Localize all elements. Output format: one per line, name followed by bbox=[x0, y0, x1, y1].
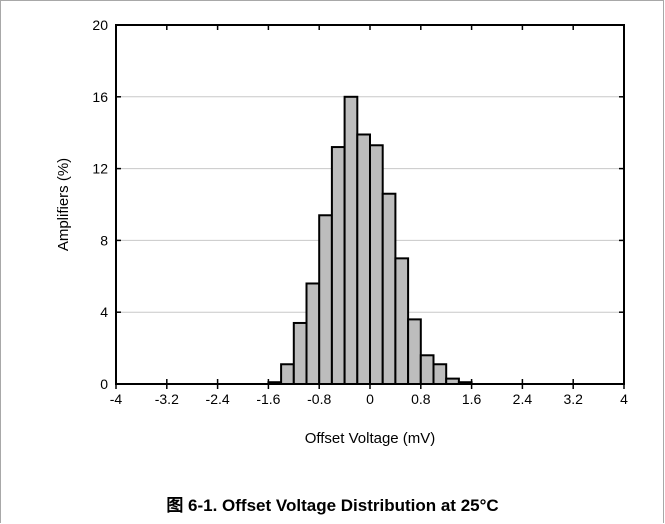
y-tick-label-3: 12 bbox=[92, 161, 108, 177]
ticks-layer bbox=[115, 24, 625, 389]
x-tick-label-3: -1.6 bbox=[256, 391, 280, 407]
y-axis-title: Amplifiers (%) bbox=[55, 158, 72, 251]
histogram-bar-11 bbox=[407, 318, 422, 386]
x-tick-label-6: 0.8 bbox=[411, 391, 431, 407]
y-tick-label-5: 20 bbox=[92, 17, 108, 33]
x-tick-label-1: -3.2 bbox=[155, 391, 179, 407]
y-tick-label-0: 0 bbox=[100, 376, 108, 392]
y-tick-label-4: 16 bbox=[92, 89, 108, 105]
x-tick-label-2: -2.4 bbox=[206, 391, 230, 407]
y-tick-label-1: 4 bbox=[100, 304, 108, 320]
figure-caption: 图 6-1. Offset Voltage Distribution at 25… bbox=[166, 496, 499, 515]
x-tick-label-8: 2.4 bbox=[513, 391, 533, 407]
histogram-chart: -4 -3.2 -2.4 -1.6 -0.8 0 0.8 1.6 2.4 3.2 4 0 4 8 12 16 2… bbox=[55, 17, 628, 447]
x-axis-title: Offset Voltage (mV) bbox=[305, 430, 436, 447]
x-tick-label-7: 1.6 bbox=[462, 391, 482, 407]
histogram-bar-8 bbox=[369, 144, 384, 385]
histogram-bar-13 bbox=[432, 363, 448, 386]
x-tick-label-9: 3.2 bbox=[563, 391, 583, 407]
x-tick-label-4: -0.8 bbox=[307, 391, 331, 407]
histogram-bar-7 bbox=[356, 133, 371, 385]
x-tick-label-10: 4 bbox=[620, 391, 628, 407]
y-tick-label-2: 8 bbox=[100, 232, 108, 248]
histogram-bar-1 bbox=[280, 363, 295, 386]
tick-labels-layer: -4 -3.2 -2.4 -1.6 -0.8 0 0.8 1.6 2.4 3.2 4 0 4 8 12 16 2… bbox=[92, 17, 628, 407]
x-tick-label-5: 0 bbox=[366, 391, 374, 407]
histogram-bar-4 bbox=[318, 214, 333, 385]
histogram-bar-10 bbox=[394, 257, 410, 386]
histogram-bar-9 bbox=[381, 192, 397, 385]
histogram-bar-12 bbox=[419, 354, 435, 385]
histogram-bar-6 bbox=[343, 95, 359, 386]
histogram-bar-2 bbox=[292, 321, 308, 385]
histogram-bar-5 bbox=[330, 146, 346, 385]
x-tick-label-0: -4 bbox=[110, 391, 123, 407]
histogram-bar-3 bbox=[305, 282, 321, 386]
